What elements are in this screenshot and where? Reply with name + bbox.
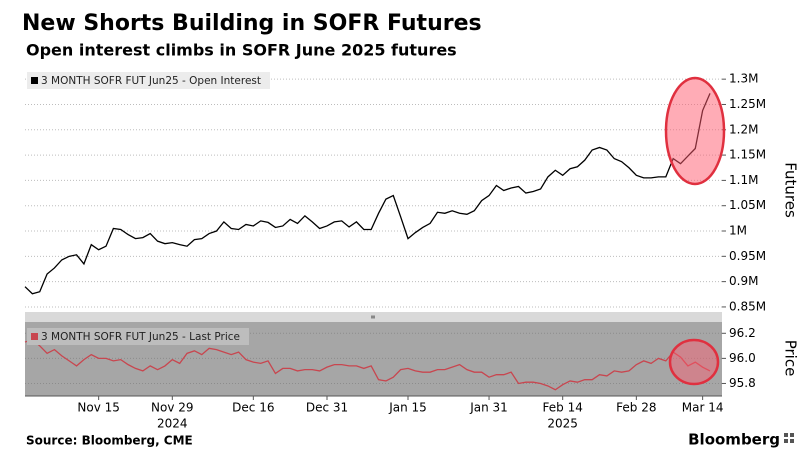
y-tick-label: 1.1M bbox=[729, 173, 758, 187]
y-tick-label: 0.9M bbox=[729, 274, 758, 288]
x-tick-label: Jan 15 bbox=[388, 401, 427, 415]
y-tick-label: 96.0 bbox=[729, 351, 756, 365]
legend-label: 3 MONTH SOFR FUT Jun25 - Last Price bbox=[41, 331, 240, 343]
legend-swatch bbox=[31, 333, 38, 340]
highlight-circle bbox=[664, 76, 726, 186]
x-year-label: 2025 bbox=[547, 417, 578, 431]
chart-title: New Shorts Building in SOFR Futures bbox=[22, 11, 482, 36]
x-year-label: 2024 bbox=[157, 417, 188, 431]
x-tick-label: Nov 29 bbox=[151, 401, 194, 415]
divider-handle bbox=[371, 315, 375, 319]
x-tick-label: Nov 15 bbox=[77, 401, 120, 415]
legend-label: 3 MONTH SOFR FUT Jun25 - Open Interest bbox=[41, 75, 261, 87]
y-tick-label: 1.25M bbox=[729, 97, 766, 111]
x-tick-label: Mar 14 bbox=[682, 401, 724, 415]
source-note: Source: Bloomberg, CME bbox=[26, 434, 193, 448]
x-tick-label: Feb 28 bbox=[616, 401, 656, 415]
x-tick-label: Jan 31 bbox=[469, 401, 508, 415]
highlight-circle bbox=[668, 338, 720, 386]
brand-icon bbox=[784, 433, 794, 443]
y-tick-label: 0.85M bbox=[729, 299, 766, 313]
y-tick-label: 1M bbox=[729, 224, 747, 238]
y-tick-label: 1.15M bbox=[729, 148, 766, 162]
x-tick-label: Feb 14 bbox=[543, 401, 583, 415]
y-axis-label: Price bbox=[782, 340, 800, 377]
data-line bbox=[24, 338, 711, 391]
legend-box bbox=[27, 328, 249, 345]
y-axis-label: Futures bbox=[782, 162, 800, 218]
legend-box bbox=[27, 72, 270, 89]
x-tick-label: Dec 16 bbox=[232, 401, 274, 415]
y-tick-label: 95.8 bbox=[729, 376, 756, 390]
y-tick-label: 1.05M bbox=[729, 198, 766, 212]
chart-subtitle: Open interest climbs in SOFR June 2025 f… bbox=[26, 41, 457, 60]
y-tick-label: 0.95M bbox=[729, 249, 766, 263]
legend-swatch bbox=[31, 77, 38, 84]
x-tick-label: Dec 31 bbox=[306, 401, 348, 415]
brand-logo: Bloomberg bbox=[688, 431, 780, 449]
y-tick-label: 1.3M bbox=[729, 72, 758, 86]
y-tick-label: 1.2M bbox=[729, 122, 758, 136]
top-panel bbox=[25, 66, 722, 312]
y-tick-label: 96.2 bbox=[729, 326, 756, 340]
data-line bbox=[24, 93, 711, 295]
